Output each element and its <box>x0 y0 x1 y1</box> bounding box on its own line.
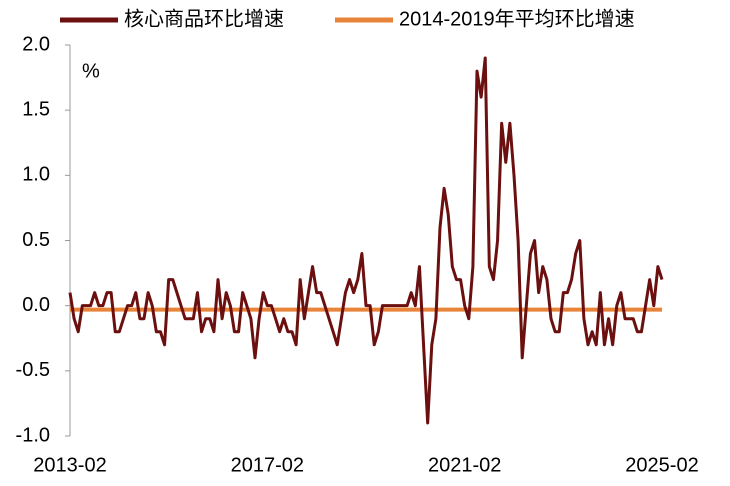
x-tick-label: 2025-02 <box>625 454 698 476</box>
unit-annotation: % <box>82 60 100 82</box>
y-tick-label: 0.5 <box>22 229 50 251</box>
y-tick-label: 1.0 <box>22 164 50 186</box>
legend-label: 核心商品环比增速 <box>124 7 284 30</box>
y-tick-label: -1.0 <box>16 424 50 446</box>
x-tick-label: 2017-02 <box>231 454 304 476</box>
x-tick-label: 2021-02 <box>428 454 501 476</box>
legend-label: 2014-2019年平均环比增速 <box>399 7 635 30</box>
series-line <box>68 56 664 425</box>
y-tick-label: 1.5 <box>22 98 50 120</box>
y-tick-label: 0.0 <box>22 294 50 316</box>
y-tick-label: 2.0 <box>22 33 50 55</box>
x-tick-label: 2013-02 <box>33 454 106 476</box>
y-tick-label: -0.5 <box>16 359 50 381</box>
